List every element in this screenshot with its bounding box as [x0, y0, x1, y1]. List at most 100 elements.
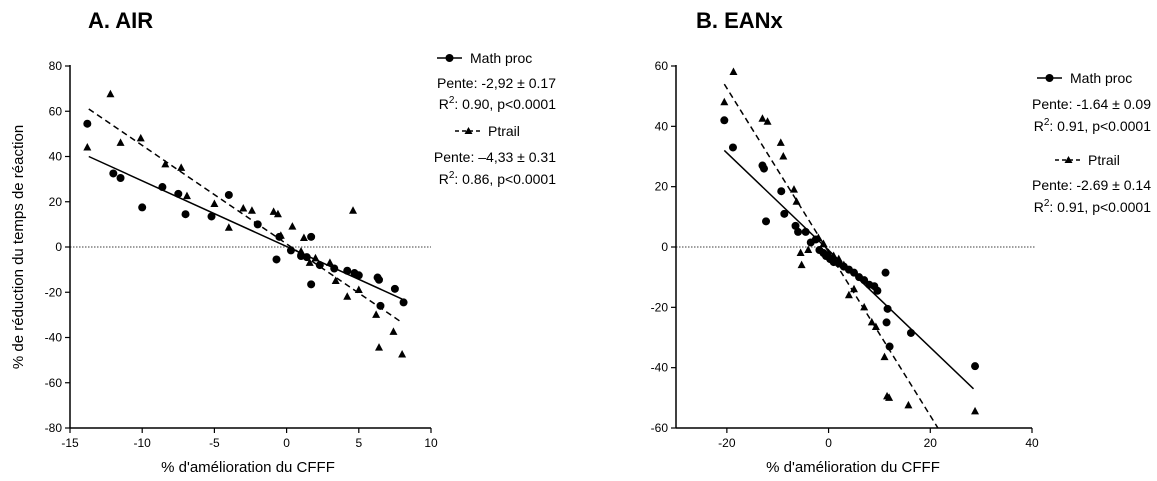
panel-a-chart: A. AIR % de réduction du temps de réacti…	[10, 8, 556, 476]
data-point-ptrail	[776, 138, 785, 146]
data-point-ptrail	[904, 400, 913, 409]
panel-b-axes: 60 40 20 0 -20 -40 -60 -20 0 20 40	[651, 59, 1039, 450]
y-tick-label: 0	[55, 240, 62, 254]
x-tick-label: 5	[355, 436, 362, 450]
data-point-math-proc	[794, 227, 803, 236]
data-point-math-proc	[791, 221, 800, 230]
data-point-math-proc	[376, 301, 385, 310]
data-point-ptrail	[792, 197, 801, 205]
data-point-math-proc	[307, 280, 316, 289]
legend-a-math-marker	[445, 54, 454, 62]
data-point-ptrail	[136, 133, 145, 142]
data-point-math-proc	[174, 189, 183, 198]
data-point-math-proc	[885, 342, 894, 351]
y-tick-label: 20	[49, 195, 63, 209]
data-point-math-proc	[906, 328, 915, 337]
data-point-ptrail	[375, 343, 384, 351]
data-point-ptrail	[804, 245, 813, 254]
data-point-ptrail	[850, 284, 858, 293]
data-point-ptrail	[814, 233, 823, 241]
data-point-math-proc	[109, 169, 118, 178]
legend-b-ptrail-r2: R2: 0.91, p<0.0001	[1034, 198, 1151, 215]
data-point-ptrail	[354, 285, 363, 293]
data-point-math-proc	[390, 284, 399, 293]
data-point-ptrail	[311, 253, 320, 262]
panel-b-x-axis-label: % d'amélioration du CFFF	[766, 459, 940, 476]
data-point-ptrail	[819, 239, 828, 247]
data-point-ptrail	[224, 223, 233, 231]
panel-b-title: B. EANx	[696, 8, 784, 33]
data-point-ptrail	[116, 138, 125, 146]
data-point-ptrail	[834, 254, 843, 263]
data-point-math-proc	[780, 209, 789, 218]
data-point-ptrail	[83, 142, 92, 151]
data-point-math-proc	[971, 362, 980, 371]
data-point-ptrail	[763, 117, 772, 125]
fit-line-ptrail	[723, 83, 939, 429]
data-point-ptrail	[867, 317, 876, 326]
data-point-ptrail	[796, 248, 805, 257]
data-point-ptrail	[106, 89, 115, 98]
data-point-ptrail	[288, 222, 297, 230]
data-point-math-proc	[762, 217, 771, 226]
data-point-math-proc	[882, 318, 891, 327]
data-point-math-proc	[158, 183, 167, 192]
panel-b-legend: Math proc Pente: -1.64 ± 0.09 R2: 0.91, …	[1032, 70, 1151, 215]
data-point-math-proc	[354, 271, 363, 280]
data-point-ptrail	[729, 67, 738, 76]
data-point-math-proc	[883, 304, 892, 313]
panel-a-axes: 80 60 40 20 0 -20 -40 -60 -80-15 -10 -5 0 5 10	[45, 59, 438, 450]
legend-a-ptrail-marker	[464, 127, 473, 134]
data-point-math-proc	[138, 203, 147, 212]
legend-b-ptrail-label: Ptrail	[1088, 152, 1120, 168]
y-tick-label: 20	[655, 180, 669, 194]
y-tick-label: 40	[655, 119, 669, 133]
data-point-math-proc	[207, 212, 216, 221]
legend-b-math-marker	[1045, 74, 1054, 82]
data-point-ptrail	[720, 97, 729, 106]
x-tick-label: -10	[134, 436, 152, 450]
data-point-math-proc	[330, 264, 339, 273]
legend-a-ptrail-pente: Pente: –4,33 ± 0.31	[434, 149, 556, 165]
x-tick-label: -15	[61, 436, 79, 450]
data-point-ptrail	[389, 327, 398, 335]
data-point-math-proc	[801, 227, 810, 236]
data-point-ptrail	[779, 152, 788, 160]
y-tick-label: -40	[651, 361, 669, 375]
data-point-ptrail	[880, 352, 889, 361]
x-tick-label: -20	[718, 436, 736, 450]
data-point-ptrail	[331, 276, 340, 284]
data-point-ptrail	[239, 204, 248, 212]
y-tick-label: 60	[655, 59, 669, 73]
legend-b-ptrail-marker	[1064, 156, 1073, 163]
data-point-ptrail	[844, 290, 853, 299]
panel-a-title: A. AIR	[88, 8, 153, 33]
panel-a-marks	[83, 89, 408, 358]
data-point-ptrail	[885, 393, 894, 401]
data-point-ptrail	[871, 322, 880, 330]
x-tick-label: 20	[924, 436, 938, 450]
y-tick-label: -40	[45, 331, 63, 345]
y-tick-label: -20	[651, 300, 669, 314]
y-tick-label: -60	[45, 376, 63, 390]
legend-a-math-pente: Pente: -2,92 ± 0.17	[437, 75, 556, 91]
panel-b-chart: B. EANx % d'amélioration du CFFF 60 40 20 0…	[651, 8, 1152, 476]
legend-a-math-label: Math proc	[470, 50, 532, 66]
y-tick-label: 60	[49, 104, 63, 118]
data-point-math-proc	[777, 187, 786, 196]
data-point-ptrail	[349, 206, 358, 214]
panel-a-x-axis-label: % d'amélioration du CFFF	[161, 459, 335, 476]
legend-a-ptrail-r2: R2: 0.86, p<0.0001	[439, 170, 556, 187]
x-tick-label: 10	[424, 436, 438, 450]
data-point-math-proc	[881, 268, 890, 277]
data-point-ptrail	[269, 207, 278, 215]
data-point-ptrail	[789, 185, 798, 193]
x-tick-label: -5	[209, 436, 220, 450]
y-tick-label: -20	[45, 285, 63, 299]
data-point-ptrail	[325, 258, 334, 266]
data-point-ptrail	[161, 159, 170, 168]
data-point-ptrail	[398, 349, 407, 358]
data-point-ptrail	[824, 248, 833, 257]
data-point-ptrail	[839, 260, 848, 269]
data-point-ptrail	[297, 247, 306, 255]
